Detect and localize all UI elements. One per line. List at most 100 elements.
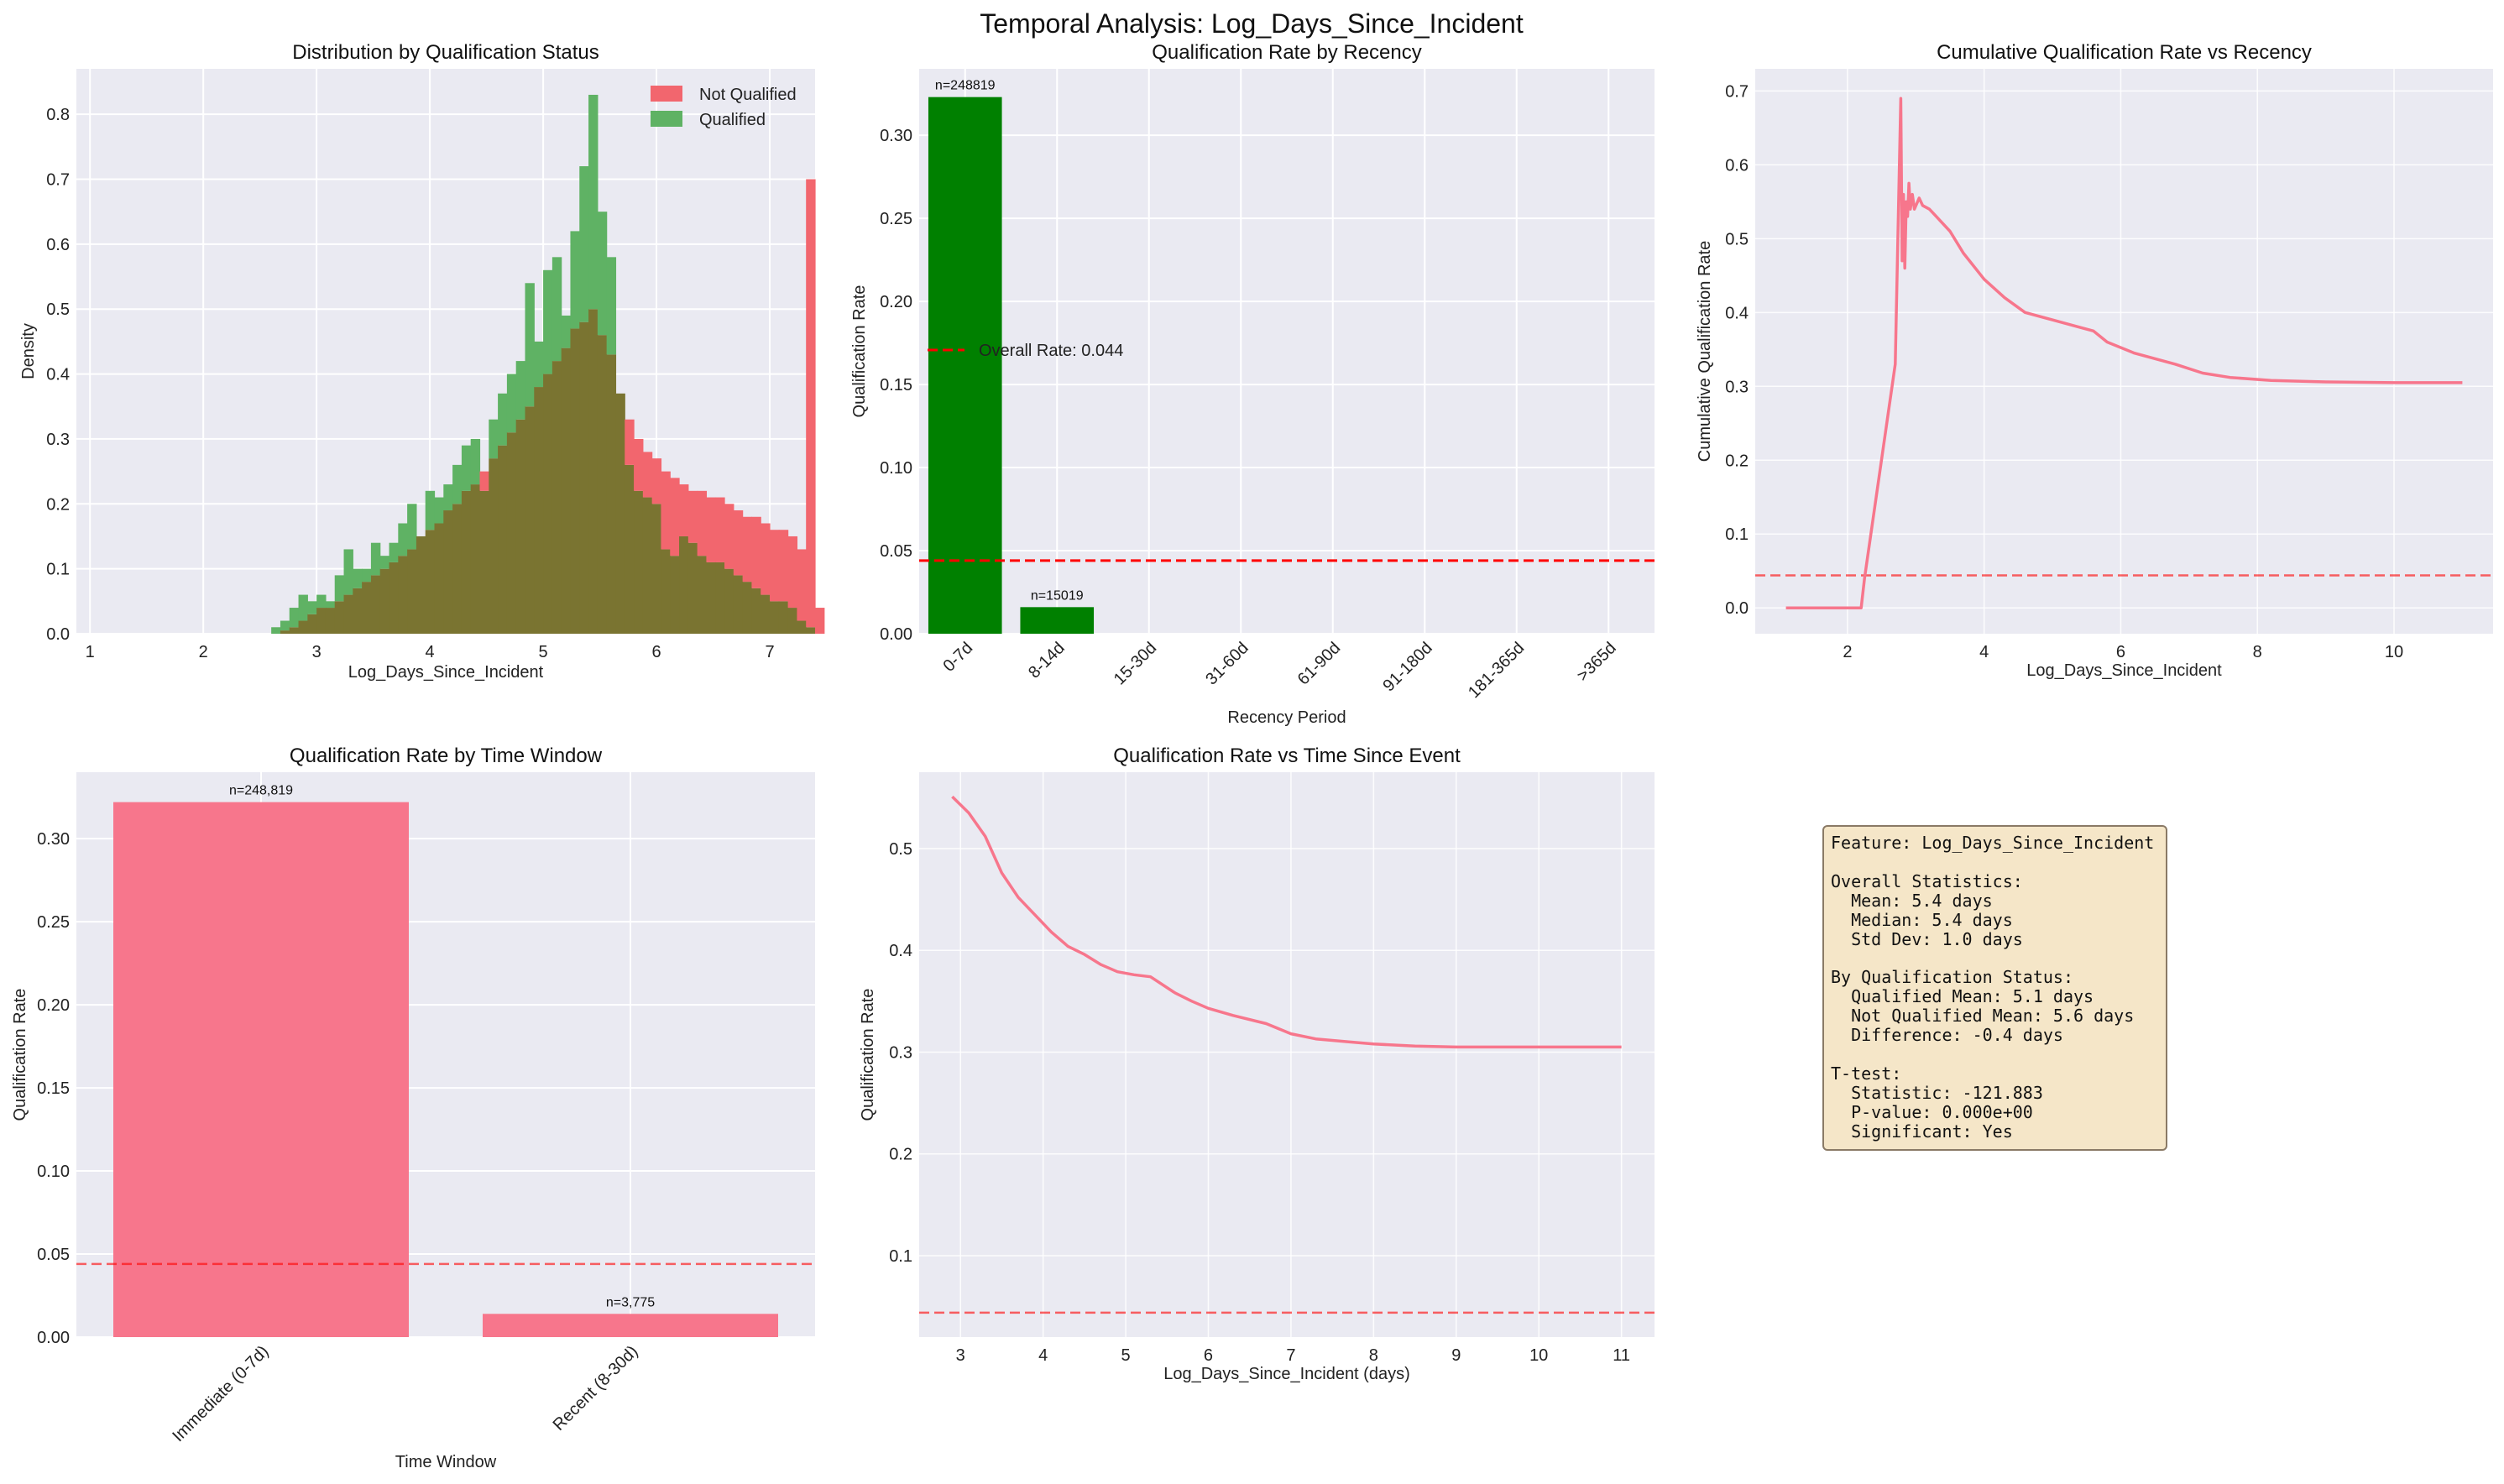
y-tick-label: 0.0 [1725,599,1749,618]
histogram-bar-not-qualified [797,549,807,621]
histogram-bar-overlap [343,594,353,634]
histogram-bar-qualified [370,542,381,576]
histogram-bar-qualified [606,257,617,355]
x-axis-label: Time Window [395,1453,497,1471]
y-tick-label: 0.3 [889,1043,912,1062]
x-tick-label: 3 [312,643,321,661]
stats-line: Not Qualified Mean: 5.6 days [1831,1006,2135,1027]
histogram-bar-not-qualified [697,490,708,556]
histogram-bar-qualified [470,438,481,485]
histogram-bar-overlap [307,614,317,634]
stats-line [1831,948,2154,968]
x-tick-label: 6 [651,643,661,661]
x-tick-label: 181-365d [1465,639,1528,702]
y-tick-label: 0.20 [880,293,912,311]
x-tick-label: Immediate (0-7d) [169,1342,272,1445]
x-tick-label: 4 [426,643,435,661]
y-axis-label: Qualification Rate [859,989,877,1121]
histogram-bar-not-qualified [479,471,489,491]
x-tick-label: 6 [2116,643,2125,661]
histogram-bar-qualified [289,608,300,628]
y-tick-label: 0.1 [889,1247,912,1266]
bar-0-7d [928,97,1002,634]
histogram-bar-overlap [715,562,725,634]
y-tick-label: 0.3 [1725,378,1749,396]
histogram-bar-overlap [570,328,580,634]
stats-line: Statistic: -121.883 [1831,1082,2043,1103]
histogram-bar-overlap [661,549,671,634]
histogram-bar-overlap [479,490,489,634]
x-axis-label: Log_Days_Since_Incident (days) [1163,1365,1410,1383]
histogram-bar-overlap [806,627,816,634]
histogram-bar-qualified [325,601,336,609]
legend-label-not-qualified: Not Qualified [699,86,797,104]
histogram-bar-qualified [353,568,363,588]
histogram-bar-qualified [298,594,308,621]
histogram-bar-overlap [770,601,780,634]
x-tick-label: 15-30d [1111,639,1161,689]
y-tick-label: 0.7 [46,171,70,190]
x-tick-label: 3 [956,1346,965,1365]
histogram-bar-overlap [362,582,372,634]
x-tick-label: 11 [1613,1346,1630,1365]
histogram-bar-overlap [606,354,617,634]
histogram-bar-not-qualified [751,516,761,588]
x-tick-label: 91-180d [1379,639,1435,695]
x-tick-label: 7 [1286,1346,1295,1365]
histogram-bar-qualified [597,212,608,336]
x-tick-label: 61-90d [1294,639,1345,689]
histogram-bar-not-qualified [761,523,771,595]
histogram-bar-overlap [298,620,308,634]
histogram-bar-overlap [634,490,644,634]
y-tick-label: 0.1 [46,561,70,579]
stats-line: By Qualification Status: [1831,967,2073,988]
histogram-bar-overlap [751,588,761,634]
histogram-bar-overlap [515,419,526,634]
y-tick-label: 0.5 [46,300,70,319]
y-tick-label: 0.6 [46,236,70,254]
chart-distribution: 1 2 3 4 5 6 7 0.0 0.1 0.2 0.3 0.4 0.5 0.6 0.7 0.8 Distri… [19,41,825,682]
y-tick-label: 0.00 [880,625,912,644]
bar-8-14d [1020,607,1095,634]
stats-line: P-value: 0.000e+00 [1831,1101,2033,1122]
x-axis-label: Log_Days_Since_Incident [348,663,544,682]
histogram-bar-overlap [452,504,463,634]
histogram-bar-qualified [579,166,589,322]
stats-line: Feature: Log_Days_Since_Incident [1831,833,2155,853]
histogram-bar-not-qualified [724,504,734,569]
histogram-bar-overlap [724,568,734,634]
y-tick-label: 0.15 [880,376,912,395]
x-tick-label: >365d [1574,639,1620,685]
chart-rate-by-window: n=248,819 n=3,775 Immediate (0-7d) Recent (… [11,745,815,1471]
y-tick-label: 0.10 [37,1163,70,1181]
histogram-bar-not-qualified [651,458,662,504]
legend-swatch-qualified [651,111,682,127]
series-line [951,795,1622,1049]
histogram-bar-overlap [697,556,708,634]
histogram-bar-not-qualified [625,419,635,465]
chart-title: Qualification Rate vs Time Since Event [1113,745,1461,767]
histogram-bar-not-qualified [642,452,653,498]
histogram-bar-qualified [334,575,345,602]
histogram-bar-overlap [651,504,662,634]
histogram-bar-overlap [416,536,426,634]
histogram-bar-qualified [434,497,444,524]
y-tick-label: 0.4 [1725,304,1749,322]
histogram-bar-overlap [670,556,680,634]
bar-0 [113,802,409,1337]
y-tick-label: 0.5 [889,840,912,859]
histogram-bar-overlap [506,432,517,634]
legend-label-qualified: Qualified [699,111,766,129]
histogram-bar-qualified [379,556,390,569]
histogram-bar-qualified [506,374,517,433]
stats-line: Difference: -0.4 days [1831,1025,2063,1046]
x-axis-label: Recency Period [1227,708,1346,727]
bar-count-label: n=248819 [935,79,996,93]
y-tick-label: 0.15 [37,1079,70,1098]
histogram-bar-not-qualified [815,608,825,634]
histogram-bar-overlap [370,575,381,634]
stats-line: Median: 5.4 days [1831,909,2013,930]
chart-rate-by-recency: n=248819 n=15019 Overall Rate: 0.044 0-7d 8-… [850,41,1655,727]
histogram-bar-qualified [362,568,372,583]
histogram-bar-not-qualified [634,438,644,491]
